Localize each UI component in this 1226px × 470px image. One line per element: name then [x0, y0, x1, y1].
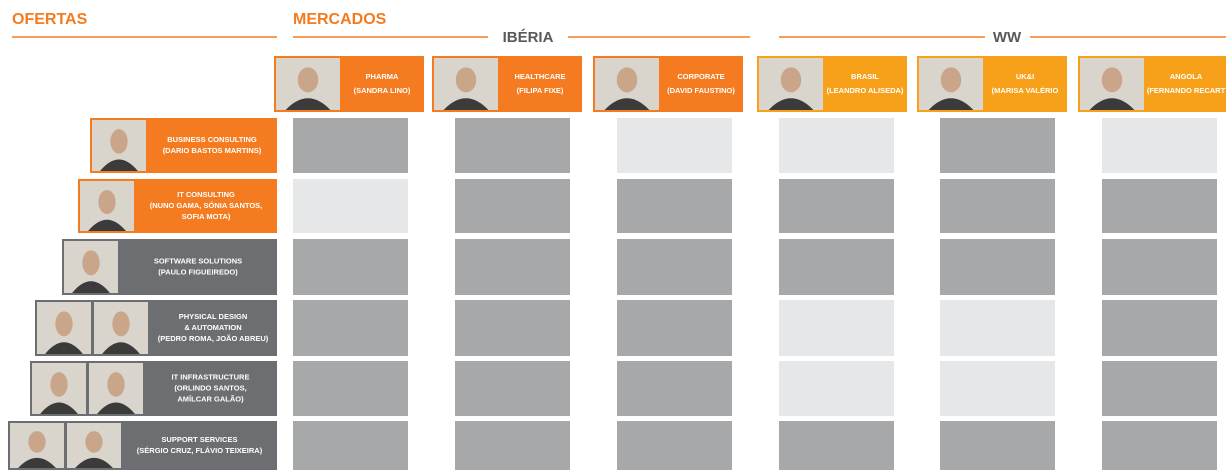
photo-head — [55, 311, 72, 336]
photo-head — [781, 67, 801, 92]
cell — [1102, 118, 1217, 173]
offer-label: (DARIO BASTOS MARTINS) — [163, 146, 262, 155]
photo-head — [98, 190, 115, 214]
cell — [779, 300, 894, 356]
market-person: (SANDRA LINO) — [354, 86, 411, 95]
photo-head — [456, 67, 476, 92]
offer-label: SOFTWARE SOLUTIONS — [154, 256, 242, 265]
cell — [940, 118, 1055, 173]
photo-head — [110, 129, 127, 153]
photo-head — [107, 372, 124, 396]
cell — [779, 118, 894, 173]
offer-label: SUPPORT SERVICES — [161, 435, 237, 444]
photo-head — [50, 372, 67, 396]
cell — [940, 421, 1055, 470]
market-name: PHARMA — [366, 72, 399, 81]
offer-label: (SÉRGIO CRUZ, FLÁVIO TEIXEIRA) — [137, 446, 263, 455]
cell — [455, 300, 570, 356]
cell — [940, 239, 1055, 295]
market-person: (DAVID FAUSTINO) — [667, 86, 735, 95]
offer-label: BUSINESS CONSULTING — [167, 135, 257, 144]
cell — [617, 421, 732, 470]
offer-label: AMÍLCAR GALÃO) — [177, 394, 244, 403]
cell — [1102, 179, 1217, 233]
cell — [455, 239, 570, 295]
cell — [293, 361, 408, 416]
offer-label: IT INFRASTRUCTURE — [172, 372, 250, 381]
photo-head — [85, 431, 102, 453]
cell — [617, 239, 732, 295]
cell — [1102, 421, 1217, 470]
cell — [455, 421, 570, 470]
cell — [1102, 361, 1217, 416]
photo-head — [112, 311, 129, 336]
photo-head — [617, 67, 637, 92]
offer-label: (NUNO GAMA, SÓNIA SANTOS, — [150, 201, 263, 210]
cell — [779, 361, 894, 416]
market-person: (MARISA VALÉRIO — [992, 86, 1059, 95]
cell — [940, 300, 1055, 356]
cell — [293, 421, 408, 470]
group-label: IBÉRIA — [503, 29, 554, 46]
offer-label: (ORLINDO SANTOS, — [174, 383, 246, 392]
cell — [455, 118, 570, 173]
cell — [455, 179, 570, 233]
market-person: (LEANDRO ALISEDA) — [827, 86, 904, 95]
market-name: BRASIL — [851, 72, 879, 81]
cell — [1102, 239, 1217, 295]
offer-label: IT CONSULTING — [177, 190, 235, 199]
cell — [617, 361, 732, 416]
cell — [940, 179, 1055, 233]
cell — [617, 118, 732, 173]
offer-label: PHYSICAL DESIGN — [179, 312, 248, 321]
market-person: (FILIPA FIXE) — [517, 86, 564, 95]
markets-heading: MERCADOS — [293, 11, 387, 28]
cell — [617, 179, 732, 233]
offer-label: (PAULO FIGUEIREDO) — [158, 267, 238, 276]
offers-heading: OFERTAS — [12, 11, 88, 28]
offer-label: & AUTOMATION — [184, 323, 241, 332]
cell — [455, 361, 570, 416]
market-name: HEALTHCARE — [514, 72, 565, 81]
group-label: WW — [993, 29, 1022, 46]
photo-head — [298, 67, 318, 92]
cell — [779, 421, 894, 470]
market-name: ANGOLA — [1170, 72, 1203, 81]
market-name: UK&I — [1016, 72, 1034, 81]
photo-head — [1102, 67, 1122, 92]
cell — [779, 179, 894, 233]
cell — [293, 239, 408, 295]
cell — [940, 361, 1055, 416]
photo-head — [82, 250, 99, 275]
cell — [293, 179, 408, 233]
cell — [617, 300, 732, 356]
cell — [293, 300, 408, 356]
cell — [293, 118, 408, 173]
cell — [1102, 300, 1217, 356]
offer-label: (PEDRO ROMA, JOÃO ABREU) — [158, 334, 269, 343]
offer-label: SOFIA MOTA) — [182, 212, 231, 221]
photo-head — [28, 431, 45, 453]
photo-head — [941, 67, 961, 92]
market-person: (FERNANDO RECART — [1147, 86, 1226, 95]
market-name: CORPORATE — [677, 72, 724, 81]
cell — [779, 239, 894, 295]
